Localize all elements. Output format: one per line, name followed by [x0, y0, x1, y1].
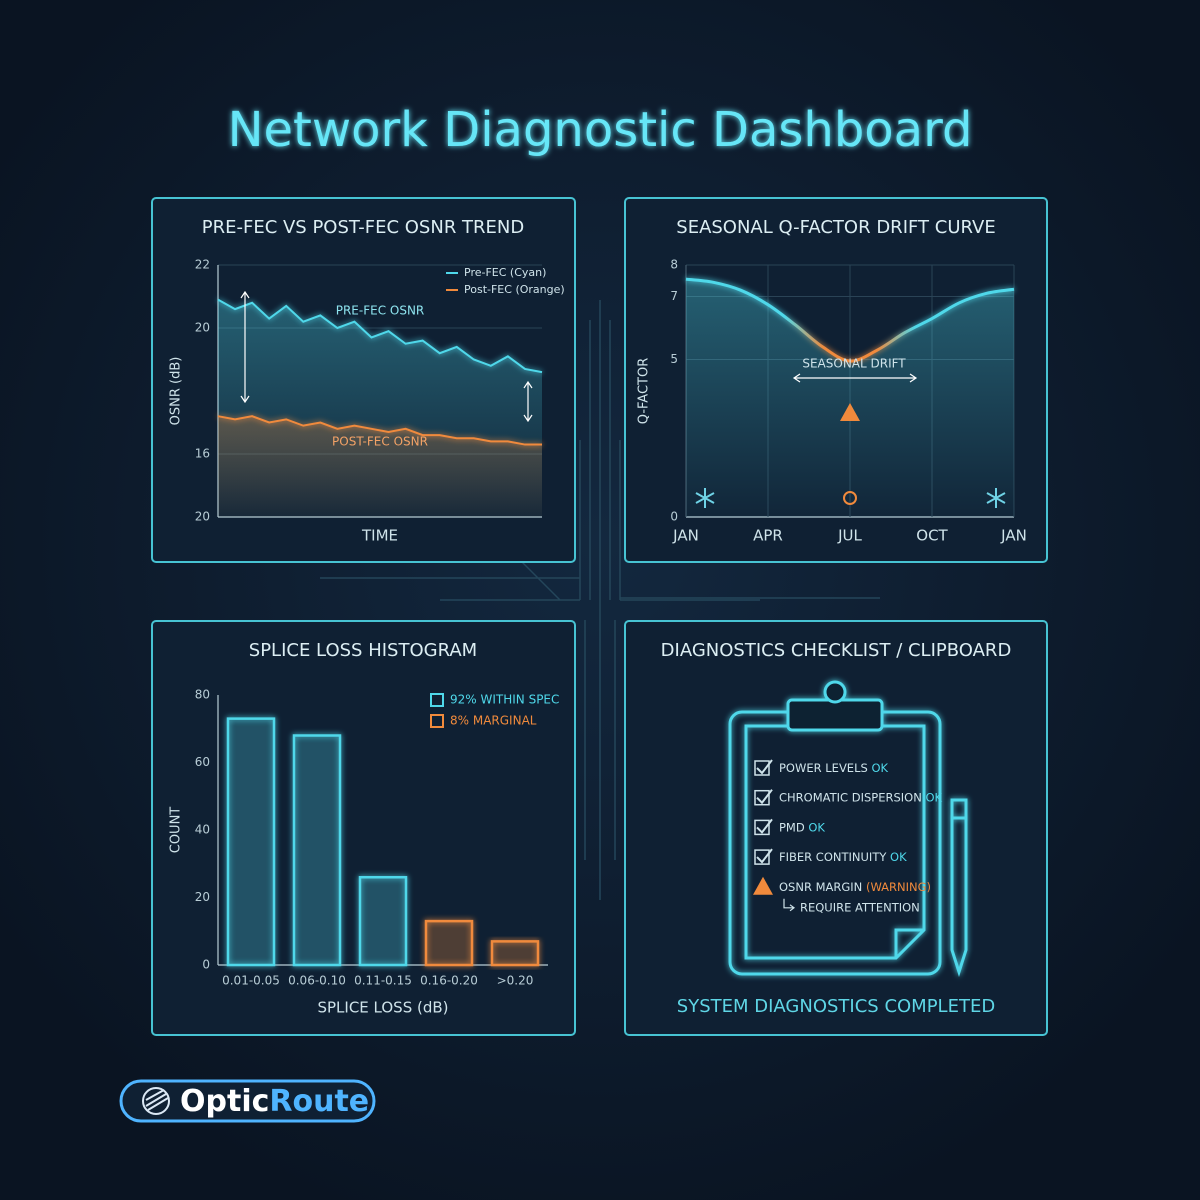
bar [358, 876, 408, 967]
x-tick-label: JAN [1000, 527, 1027, 545]
y-tick-label: 5 [670, 352, 678, 366]
logo-part: Optic [180, 1084, 269, 1119]
item-label: FIBER CONTINUITY [779, 850, 887, 864]
checklist-item: CHROMATIC DISPERSION OK [779, 790, 943, 804]
item-label: POWER LEVELS [779, 761, 868, 775]
item-note: REQUIRE ATTENTION [800, 900, 920, 914]
x-tick-label: APR [753, 527, 783, 545]
checkmark [756, 789, 773, 805]
legend-swatch [430, 693, 444, 707]
y-tick-label: 40 [195, 823, 210, 837]
x-tick-label: 0.16-0.20 [420, 974, 478, 988]
x-axis-label: SPLICE LOSS (dB) [317, 999, 448, 1017]
annotation: POST-FEC OSNR [332, 435, 428, 449]
logo-text: OpticRoute [180, 1084, 369, 1119]
series-line [217, 298, 543, 374]
clipboard [728, 680, 968, 977]
y-axis-label: COUNT [169, 807, 184, 854]
area [218, 416, 542, 517]
note-arrow [783, 898, 795, 912]
checklist-item: POWER LEVELS OK [779, 761, 889, 775]
y-tick-label: 80 [195, 688, 210, 702]
x-tick-label: 0.06-0.10 [288, 974, 346, 988]
checklist-item: FIBER CONTINUITY OK [779, 850, 907, 864]
y-tick-label: 20 [195, 321, 210, 335]
item-status: OK [871, 761, 888, 775]
series-line [217, 415, 542, 446]
bar [490, 940, 540, 967]
x-tick-label: JUL [837, 527, 862, 545]
legend-label: 8% MARGINAL [450, 714, 537, 728]
page-title: Network Diagnostic Dashboard [228, 102, 973, 158]
item-label: OSNR MARGIN [779, 879, 862, 893]
x-tick-label: 0.01-0.05 [222, 974, 280, 988]
y-axis-label: Q-FACTOR [637, 358, 652, 425]
x-tick-label: OCT [916, 527, 948, 545]
legend-swatch [430, 714, 444, 728]
legend-label: Pre-FEC (Cyan) [464, 266, 546, 279]
y-axis-label: OSNR (dB) [169, 357, 184, 426]
item-label: PMD [779, 820, 805, 834]
logo-part: Route [269, 1084, 369, 1119]
logo-icon-lines [145, 1089, 169, 1111]
y-tick-label: 60 [195, 755, 210, 769]
item-status: OK [890, 850, 907, 864]
gap-arrow [240, 290, 250, 404]
bar [226, 717, 276, 967]
checkbox [754, 819, 770, 836]
y-tick-label: 0 [670, 510, 678, 524]
bar [292, 734, 342, 967]
checklist-footer: SYSTEM DIAGNOSTICS COMPLETED [677, 996, 995, 1017]
item-status: OK [808, 820, 825, 834]
panel-title: SPLICE LOSS HISTOGRAM [249, 640, 477, 661]
drift-arrow [792, 373, 918, 383]
annotation: PRE-FEC OSNR [336, 304, 425, 318]
warning-icon [753, 876, 773, 895]
annotation: SEASONAL DRIFT [802, 357, 906, 371]
checkmark [756, 848, 773, 864]
snow-icon [695, 488, 1006, 508]
item-status: (WARNING) [866, 879, 931, 893]
item-status: OK [925, 790, 942, 804]
legend-label: Post-FEC (Orange) [464, 283, 565, 296]
checkmark [756, 759, 773, 775]
y-tick-label: 20 [195, 890, 210, 904]
checkbox [754, 849, 770, 865]
sun-icon [843, 491, 857, 505]
panel-title: SEASONAL Q-FACTOR DRIFT CURVE [676, 217, 995, 238]
x-tick-label: >0.20 [497, 974, 534, 988]
panel-title: DIAGNOSTICS CHECKLIST / CLIPBOARD [661, 640, 1012, 661]
y-tick-label: 22 [195, 258, 210, 272]
legend-label: 92% WITHIN SPEC [450, 693, 559, 707]
checklist-item: OSNR MARGIN (WARNING) [779, 879, 931, 893]
area [686, 279, 1014, 517]
checkmark [756, 818, 773, 834]
y-tick-label: 16 [195, 447, 210, 461]
checkbox [754, 789, 770, 806]
warning-icon [840, 403, 860, 421]
panel-title: PRE-FEC VS POST-FEC OSNR TREND [202, 217, 525, 238]
checklist-item: PMD OK [779, 820, 825, 834]
circuit-traces [320, 300, 880, 900]
y-tick-label: 0 [202, 958, 210, 972]
x-tick-label: JAN [672, 527, 699, 545]
gap-arrow [523, 380, 533, 423]
series-line [685, 277, 1015, 363]
logo-icon [142, 1087, 170, 1115]
x-axis-label: TIME [361, 527, 398, 545]
y-axis-floor-label: 20 [195, 510, 210, 524]
y-tick-label: 7 [670, 289, 678, 303]
checkbox [754, 760, 770, 776]
x-tick-label: 0.11-0.15 [354, 974, 412, 988]
logo-badge [119, 1079, 376, 1123]
item-label: CHROMATIC DISPERSION [779, 790, 922, 804]
y-tick-label: 8 [670, 258, 678, 272]
bar [424, 919, 474, 967]
